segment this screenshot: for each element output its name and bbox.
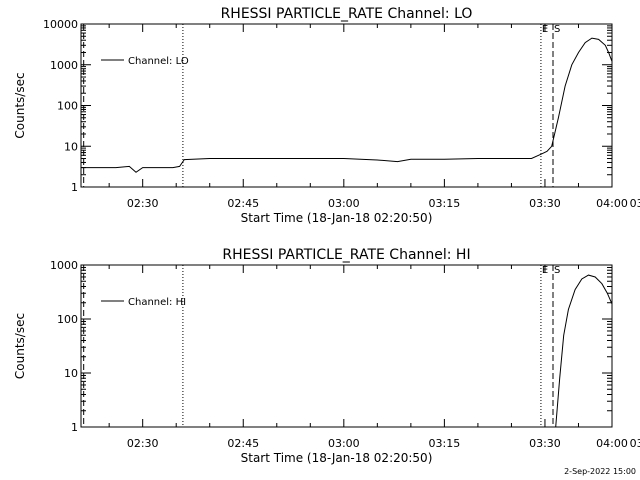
panel-hi-title: RHESSI PARTICLE_RATE Channel: HI xyxy=(222,247,470,263)
panel-lo-frame xyxy=(80,23,613,188)
panel-hi-ytick-label: 1000 xyxy=(50,259,78,272)
panel-hi-marker-label: E xyxy=(542,265,548,276)
panel-hi-ytick-label: 100 xyxy=(57,313,78,326)
panel-lo-title: RHESSI PARTICLE_RATE Channel: LO xyxy=(221,6,473,22)
panel-lo-marker-label: S xyxy=(554,24,560,35)
panel-hi-xtick-label: 02:45 xyxy=(227,437,259,450)
panel-hi-frame xyxy=(80,264,613,428)
panel-lo-xtick-label: 03:15 xyxy=(429,197,461,210)
panel-lo-xtick-label: 03:30 xyxy=(529,197,561,210)
panel-lo-ytick-label: 100 xyxy=(57,100,78,113)
panel-lo-ytick-label: 1 xyxy=(71,181,78,194)
panel-hi-ytick-label: 1 xyxy=(71,421,78,434)
panel-lo-ytick-label: 10000 xyxy=(43,18,78,31)
panel-lo-series-line xyxy=(81,37,613,173)
panel-hi-legend-label: Channel: HI xyxy=(128,297,186,308)
panel-lo-xlabel: Start Time (18-Jan-18 02:20:50) xyxy=(241,211,433,225)
panel-hi-series-line xyxy=(555,274,613,428)
panel-lo-legend-label: Channel: LO xyxy=(128,56,189,67)
panel-lo-xtick-label: 02:45 xyxy=(227,197,259,210)
panel-lo-xtick-label: 02:30 xyxy=(127,197,159,210)
panel-hi-ylabel: Counts/sec xyxy=(13,313,27,379)
panel-lo-xtick-label: 03:45 xyxy=(630,197,640,210)
panel-lo-xtick-label: 03:00 xyxy=(328,197,360,210)
panel-lo-marker-label: E xyxy=(542,24,548,35)
panel-hi-xtick-label: 03:30 xyxy=(529,437,561,450)
panel-hi-xtick-label: 02:30 xyxy=(127,437,159,450)
panel-lo-ylabel: Counts/sec xyxy=(13,72,27,138)
panel-hi-xlabel: Start Time (18-Jan-18 02:20:50) xyxy=(241,451,433,465)
panel-hi-marker-label: S xyxy=(554,265,560,276)
footer-timestamp: 2-Sep-2022 15:00 xyxy=(564,467,636,476)
panel-hi-xtick-label: 04:00 xyxy=(596,437,628,450)
panel-lo-ytick-label: 10 xyxy=(64,140,78,153)
panel-lo-ytick-label: 1000 xyxy=(50,59,78,72)
panel-hi-xtick-label: 03:00 xyxy=(328,437,360,450)
panel-hi-ytick-label: 10 xyxy=(64,367,78,380)
panel-hi-xtick-label: 03:15 xyxy=(429,437,461,450)
panel-hi-xtick-label: 03:45 xyxy=(630,437,640,450)
panel-lo-xtick-label: 04:00 xyxy=(596,197,628,210)
